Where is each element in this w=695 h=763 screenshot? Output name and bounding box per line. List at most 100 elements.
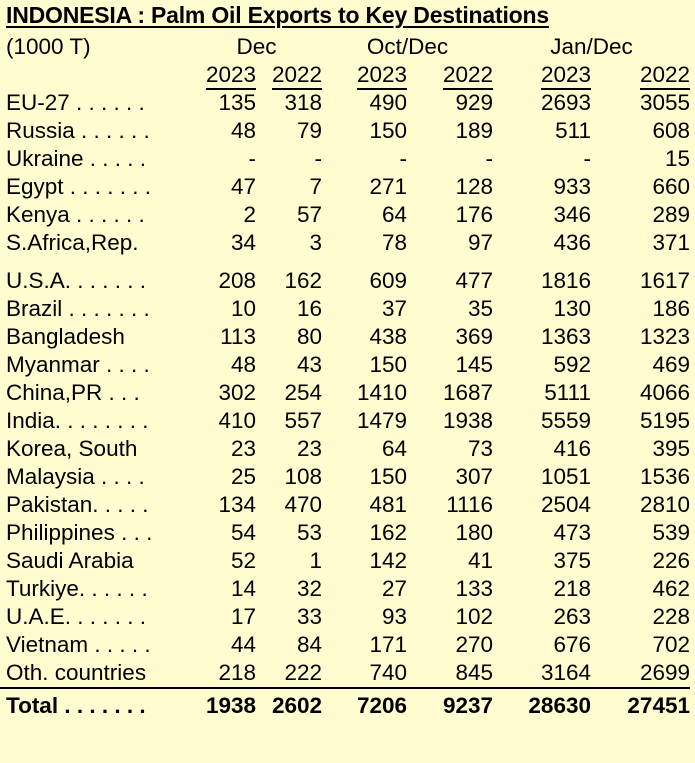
value-cell: -: [485, 145, 494, 171]
value-cell: 54: [230, 519, 256, 545]
value-cell: 395: [652, 435, 690, 461]
value-cell: 162: [284, 267, 322, 293]
table-row: Saudi Arabia 52 1 142 41 375 226: [0, 547, 690, 575]
value-cell: 16: [296, 295, 322, 321]
country-label: Saudi Arabia: [6, 547, 134, 573]
group-header-row: (1000 T) Dec Oct/Dec Jan/Dec: [0, 33, 690, 61]
value-cell: 271: [369, 173, 407, 199]
value-cell: 375: [553, 547, 591, 573]
value-cell: 2693: [540, 89, 591, 115]
value-cell: 845: [455, 659, 493, 685]
table-row: Myanmar . . . . 48 43 150 145 592 469: [0, 351, 690, 379]
value-cell: 254: [284, 379, 322, 405]
table-row: Egypt . . . . . . . 47 7 271 128 933 660: [0, 173, 690, 201]
value-cell: 73: [467, 435, 493, 461]
value-cell: 35: [467, 295, 493, 321]
year-header: 2023: [191, 61, 256, 90]
value-cell: 933: [553, 173, 591, 199]
value-cell: 2810: [639, 491, 690, 517]
value-cell: 470: [284, 491, 322, 517]
value-cell: 1410: [356, 379, 407, 405]
value-cell: 609: [369, 267, 407, 293]
value-cell: 171: [369, 631, 407, 657]
value-cell: 1536: [639, 463, 690, 489]
total-value: 7206: [322, 687, 407, 723]
table-row: EU-27 . . . . . . 135 318 490 929 2693 3055: [0, 89, 690, 117]
value-cell: 47: [230, 173, 256, 199]
value-cell: 208: [218, 267, 256, 293]
value-cell: 33: [296, 603, 322, 629]
value-cell: 469: [652, 351, 690, 377]
total-value: 27451: [591, 687, 690, 723]
value-cell: 43: [296, 351, 322, 377]
value-cell: 608: [652, 117, 690, 143]
table-row: Ukraine . . . . . - - - - - 15: [0, 145, 690, 173]
year-header: 2022: [256, 61, 322, 90]
value-cell: 539: [652, 519, 690, 545]
country-label: Malaysia . . . .: [6, 463, 145, 489]
country-label: U.A.E. . . . . . .: [6, 603, 147, 629]
value-cell: 150: [369, 463, 407, 489]
value-cell: 3055: [639, 89, 690, 115]
value-cell: 218: [553, 575, 591, 601]
value-cell: 180: [455, 519, 493, 545]
value-cell: -: [399, 145, 408, 171]
value-cell: 438: [369, 323, 407, 349]
table-title: INDONESIA : Palm Oil Exports to Key Dest…: [6, 2, 549, 28]
total-section: Total . . . . . . . 1938 2602 7206 9237 …: [0, 687, 690, 723]
group-header-oct-dec: Oct/Dec: [366, 33, 449, 59]
value-cell: 186: [652, 295, 690, 321]
year-header: 2023: [493, 61, 591, 90]
value-cell: 270: [455, 631, 493, 657]
value-cell: 25: [230, 463, 256, 489]
year-header: 2022: [407, 61, 493, 90]
value-cell: 1687: [442, 379, 493, 405]
value-cell: 307: [455, 463, 493, 489]
country-label: Oth. countries: [6, 659, 147, 685]
value-cell: 1617: [639, 267, 690, 293]
value-cell: 226: [652, 547, 690, 573]
table-row: Turkiye. . . . . . 14 32 27 133 218 462: [0, 575, 690, 603]
year-header-row: 2023 2022 2023 2022 2023 2022: [0, 61, 690, 90]
total-value: 28630: [493, 687, 591, 723]
country-label: Egypt . . . . . . .: [6, 173, 152, 199]
table-row: Malaysia . . . . 25 108 150 307 1051 1536: [0, 463, 690, 491]
value-cell: 176: [455, 201, 493, 227]
country-label: Ukraine . . . . .: [6, 145, 147, 171]
value-cell: 52: [230, 547, 256, 573]
country-label: EU-27 . . . . . .: [6, 89, 145, 115]
value-cell: 371: [652, 229, 690, 255]
value-cell: 1938: [442, 407, 493, 433]
country-label: Bangladesh: [6, 323, 125, 349]
country-label: Myanmar . . . .: [6, 351, 150, 377]
value-cell: 929: [455, 89, 493, 115]
value-cell: 128: [455, 173, 493, 199]
value-cell: 462: [652, 575, 690, 601]
table-row: China,PR . . . 302 254 1410 1687 5111 4066: [0, 379, 690, 407]
table-row: Pakistan. . . . . 134 470 481 1116 2504 2810: [0, 491, 690, 519]
value-cell: 130: [553, 295, 591, 321]
value-cell: 32: [296, 575, 322, 601]
value-cell: 189: [455, 117, 493, 143]
value-cell: 416: [553, 435, 591, 461]
value-cell: 23: [230, 435, 256, 461]
value-cell: 346: [553, 201, 591, 227]
value-cell: 410: [218, 407, 256, 433]
value-cell: 80: [296, 323, 322, 349]
value-cell: 557: [284, 407, 322, 433]
value-cell: 1323: [639, 323, 690, 349]
value-cell: 108: [284, 463, 322, 489]
value-cell: 64: [381, 435, 407, 461]
value-cell: 145: [455, 351, 493, 377]
value-cell: 64: [381, 201, 407, 227]
value-cell: 222: [284, 659, 322, 685]
value-cell: 93: [381, 603, 407, 629]
value-cell: 2: [243, 201, 256, 227]
country-label: Korea, South: [6, 435, 138, 461]
table-row: India. . . . . . . . 410 557 1479 1938 5559 51…: [0, 407, 690, 435]
value-cell: 676: [553, 631, 591, 657]
value-cell: 37: [381, 295, 407, 321]
country-label: Pakistan. . . . .: [6, 491, 149, 517]
value-cell: 318: [284, 89, 322, 115]
